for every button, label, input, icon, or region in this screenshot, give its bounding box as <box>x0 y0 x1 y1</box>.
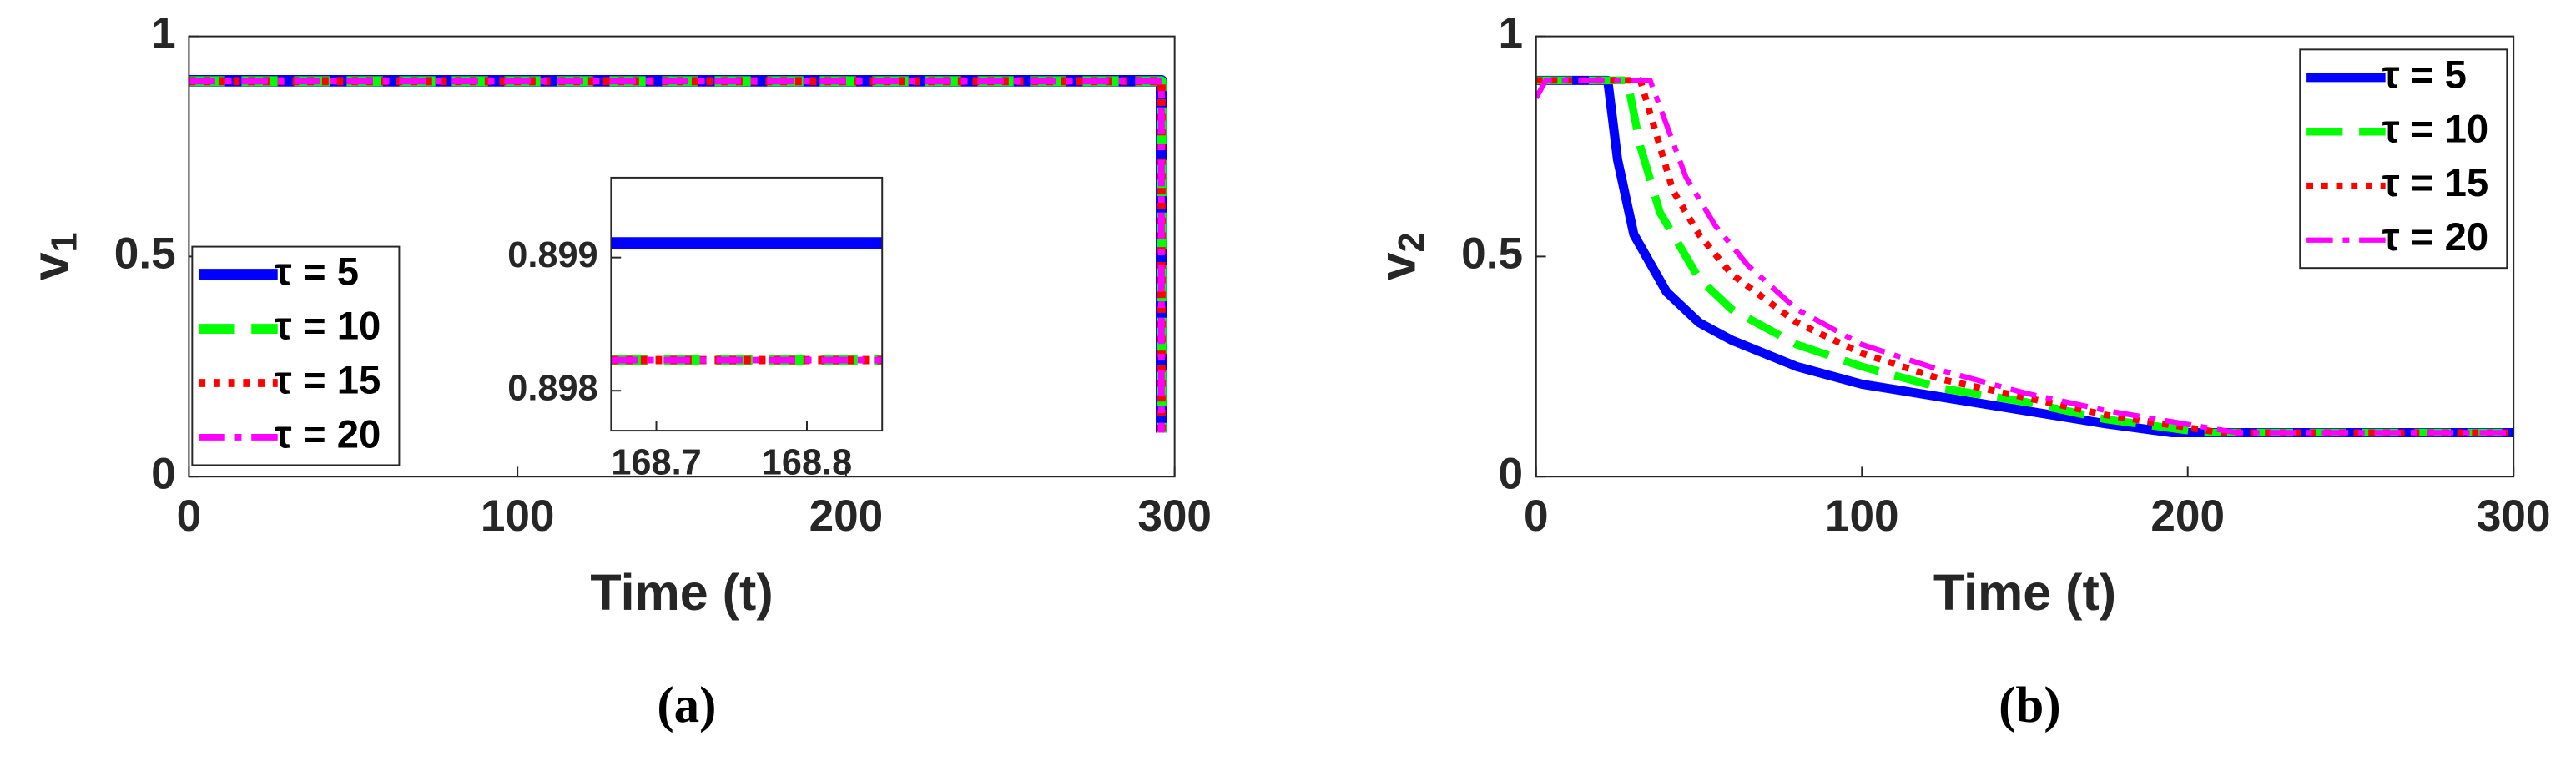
y-axis-label-main: v <box>1369 252 1425 280</box>
y-tick-label: 0 <box>1498 449 1523 498</box>
caption: (a) <box>657 678 716 733</box>
x-tick-label: 200 <box>2150 491 2225 541</box>
series-group <box>189 74 1167 433</box>
x-tick-label: 0 <box>1524 491 1549 541</box>
series-line <box>1535 78 2514 436</box>
axes-box <box>1535 35 2515 478</box>
legend-label: τ = 20 <box>275 412 381 456</box>
y-tick-label: 1 <box>151 9 176 58</box>
x-tick-label: 300 <box>2477 491 2551 541</box>
x-axis-label: Time (t) <box>1933 564 2116 621</box>
x-tick-label: 0 <box>177 491 202 541</box>
y-tick-label: 0.5 <box>1461 229 1523 278</box>
x-tick-label: 168.7 <box>611 443 701 483</box>
y-axis-label-sub: 2 <box>1393 232 1433 252</box>
legend-label: τ = 15 <box>275 358 381 402</box>
y-axis-label: v2 <box>1369 232 1432 280</box>
plot-area <box>611 177 883 431</box>
y-tick-label: 0 <box>151 449 176 498</box>
x-axis-label: Time (t) <box>590 564 773 621</box>
y-axis-label-sub: 1 <box>45 232 85 252</box>
legend-label: τ = 10 <box>275 305 381 349</box>
series-line <box>1535 77 2514 436</box>
y-tick-label: 0.899 <box>507 235 597 275</box>
legend-box <box>191 245 401 466</box>
series-group <box>611 237 883 365</box>
y-tick-label: 0.5 <box>114 229 176 278</box>
legend-box <box>2299 48 2508 270</box>
y-axis-label: v1 <box>22 232 85 280</box>
legend-label: τ = 20 <box>2382 215 2489 260</box>
axes-box <box>610 176 884 432</box>
x-tick-label: 300 <box>1137 491 1212 541</box>
legend-label: τ = 5 <box>2382 53 2467 97</box>
y-tick-label: 1 <box>1498 9 1523 58</box>
axes-box <box>188 35 1176 478</box>
series-line <box>1535 75 2514 437</box>
series-group <box>1535 75 2514 437</box>
legend-label: τ = 10 <box>2382 107 2489 151</box>
series-line <box>189 78 1165 433</box>
x-tick-label: 168.8 <box>762 443 852 483</box>
x-tick-label: 100 <box>481 491 555 541</box>
x-tick-label: 100 <box>1825 491 1899 541</box>
series-line <box>1535 76 2514 437</box>
y-tick-label: 0.898 <box>507 369 597 409</box>
legend-label: τ = 15 <box>2382 161 2489 205</box>
legend-label: τ = 5 <box>275 250 359 295</box>
x-tick-label: 200 <box>809 491 884 541</box>
y-axis-label-main: v <box>22 252 78 280</box>
caption: (b) <box>1999 678 2061 733</box>
